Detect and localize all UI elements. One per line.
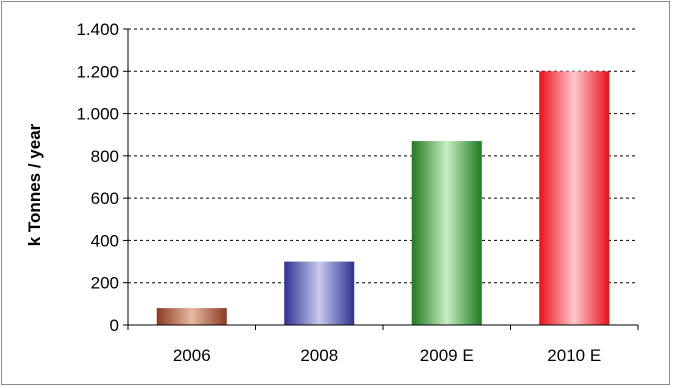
- bar-2010-e: [539, 71, 610, 326]
- bar-2006: [156, 308, 227, 325]
- bar-2008: [284, 261, 355, 325]
- y-tick-label: 200: [91, 274, 119, 293]
- y-axis-title: k Tonnes / year: [25, 123, 44, 246]
- y-tick-label: 0: [110, 316, 119, 335]
- x-category-label: 2008: [300, 346, 338, 365]
- x-category-label: 2009 E: [420, 346, 474, 365]
- axes: [123, 28, 639, 330]
- y-tick-label: 1.000: [76, 105, 119, 124]
- y-tick-label: 800: [91, 147, 119, 166]
- y-tick-labels: 0 200 400 600 800 1.000 1.200 1.400: [76, 20, 119, 335]
- x-category-labels: 2006 2008 2009 E 2010 E: [173, 346, 601, 365]
- bars: [156, 71, 610, 326]
- y-tick-label: 1.400: [76, 20, 119, 39]
- y-tick-label: 400: [91, 231, 119, 250]
- gridlines: [128, 28, 638, 284]
- y-tick-label: 600: [91, 189, 119, 208]
- x-category-label: 2010 E: [547, 346, 601, 365]
- y-tick-label: 1.200: [76, 62, 119, 81]
- bar-2009-e: [411, 141, 482, 325]
- x-category-label: 2006: [173, 346, 211, 365]
